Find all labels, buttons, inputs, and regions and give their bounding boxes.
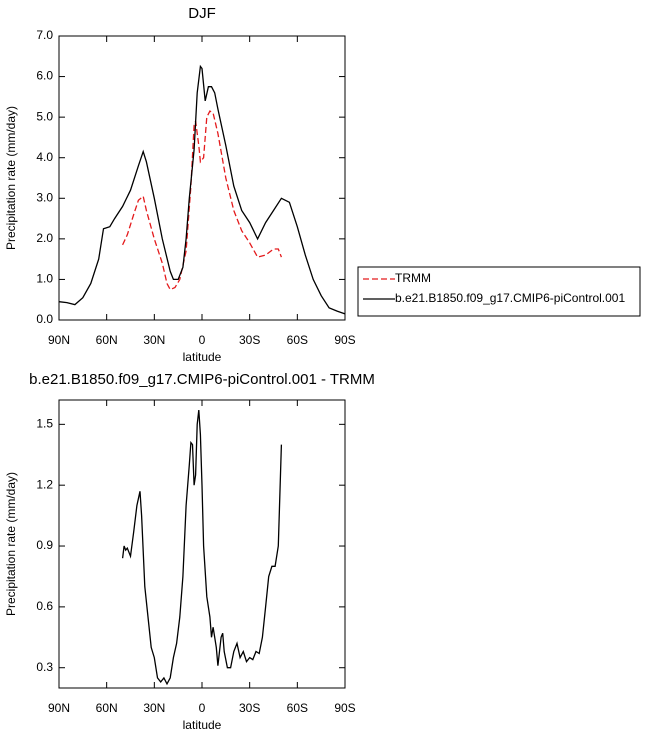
data-line	[122, 110, 283, 291]
y-tick-label: 1.5	[36, 417, 53, 431]
x-tick-label: 60S	[287, 701, 308, 715]
x-tick-label: 0	[199, 333, 206, 347]
x-tick-label: 0	[199, 701, 206, 715]
x-tick-label: 30S	[239, 333, 260, 347]
y-axis-label: Precipitation rate (mm/day)	[4, 106, 18, 250]
chart-title: b.e21.B1850.f09_g17.CMIP6-piControl.001 …	[29, 371, 375, 388]
y-tick-label: 1.0	[36, 272, 53, 286]
x-tick-label: 30N	[143, 701, 165, 715]
plot-frame	[58, 35, 346, 321]
x-tick-label: 60N	[96, 333, 118, 347]
x-tick-label: 30S	[239, 701, 260, 715]
x-tick-label: 90N	[48, 333, 70, 347]
y-tick-label: 0.0	[36, 312, 53, 326]
y-tick-label: 4.0	[36, 150, 53, 164]
legend-label: TRMM	[395, 271, 431, 285]
x-tick-label: 30N	[143, 333, 165, 347]
x-axis-label: latitude	[183, 718, 222, 732]
x-tick-label: 60S	[287, 333, 308, 347]
y-tick-label: 6.0	[36, 69, 53, 83]
x-tick-label: 90S	[334, 333, 355, 347]
y-tick-label: 1.2	[36, 477, 53, 491]
plot-frame	[58, 399, 346, 689]
y-tick-label: 0.9	[36, 538, 53, 552]
y-tick-label: 7.0	[36, 28, 53, 42]
x-tick-label: 90N	[48, 701, 70, 715]
y-tick-label: 0.3	[36, 660, 53, 674]
y-tick-label: 0.6	[36, 599, 53, 613]
y-tick-label: 5.0	[36, 109, 53, 123]
legend-box	[357, 266, 641, 317]
x-tick-label: 60N	[96, 701, 118, 715]
legend-label: b.e21.B1850.f09_g17.CMIP6-piControl.001	[395, 291, 625, 305]
data-line	[121, 410, 283, 686]
data-line	[58, 64, 346, 315]
chart-title: DJF	[188, 5, 216, 22]
y-tick-label: 2.0	[36, 231, 53, 245]
x-axis-label: latitude	[183, 350, 222, 364]
y-axis-label: Precipitation rate (mm/day)	[4, 472, 18, 616]
x-tick-label: 90S	[334, 701, 355, 715]
y-tick-label: 3.0	[36, 190, 53, 204]
